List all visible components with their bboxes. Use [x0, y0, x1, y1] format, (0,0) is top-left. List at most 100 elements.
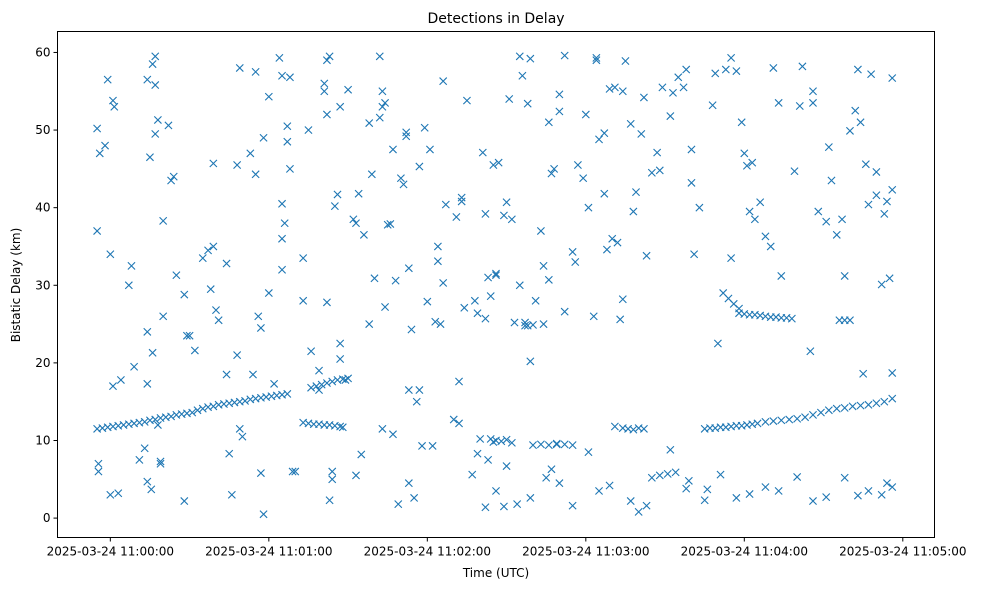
data-point: [140, 417, 149, 426]
data-point: [460, 303, 469, 312]
data-point: [315, 386, 324, 395]
data-point: [539, 320, 548, 329]
data-point: [259, 133, 268, 142]
data-point: [845, 126, 854, 135]
data-point: [856, 401, 865, 410]
data-point: [790, 167, 799, 176]
data-point: [124, 281, 133, 290]
data-point: [621, 57, 630, 65]
data-point: [222, 259, 231, 268]
data-point: [539, 261, 548, 270]
data-point: [492, 486, 500, 495]
data-point: [251, 170, 260, 179]
data-point: [204, 246, 213, 255]
data-point: [555, 107, 564, 116]
data-point: [600, 129, 609, 138]
data-point: [827, 176, 836, 185]
data-point: [151, 52, 160, 61]
data-point: [684, 476, 693, 485]
data-point: [280, 219, 289, 228]
data-point: [769, 417, 778, 426]
data-point: [94, 459, 103, 468]
data-point: [494, 158, 503, 167]
data-point: [824, 143, 833, 152]
data-point: [233, 351, 242, 360]
data-point: [106, 250, 115, 259]
data-point: [378, 87, 387, 96]
data-point: [410, 493, 419, 502]
data-point: [457, 197, 466, 206]
data-point: [462, 96, 471, 105]
data-point: [222, 370, 231, 379]
data-point: [264, 92, 273, 101]
data-point: [666, 445, 675, 454]
data-point: [713, 339, 722, 348]
data-point: [180, 290, 189, 299]
data-point: [153, 115, 162, 124]
data-point: [225, 449, 234, 458]
data-point: [299, 254, 308, 263]
data-point: [653, 148, 662, 157]
data-point: [671, 468, 680, 477]
data-point: [354, 189, 363, 198]
data-point: [515, 52, 524, 61]
data-point: [433, 242, 442, 251]
data-point: [808, 410, 817, 419]
data-point: [658, 83, 667, 92]
data-point: [439, 278, 448, 287]
data-point: [328, 475, 337, 484]
data-point: [235, 63, 244, 72]
data-point: [584, 448, 593, 457]
data-point: [433, 257, 442, 266]
data-point: [555, 479, 564, 488]
data-point: [742, 161, 751, 170]
data-point: [143, 75, 152, 84]
data-point: [639, 93, 648, 102]
data-point: [352, 219, 360, 228]
data-point: [872, 399, 881, 408]
data-point: [777, 416, 786, 425]
data-point: [381, 303, 390, 311]
data-point: [320, 87, 329, 96]
data-point: [750, 215, 759, 224]
data-point: [888, 74, 897, 83]
data-point: [774, 98, 783, 107]
data-point: [547, 465, 556, 474]
data-point: [320, 79, 329, 88]
y-axis-label: Bistatic Delay (km): [9, 228, 23, 343]
data-point: [824, 406, 833, 415]
data-point: [145, 153, 154, 162]
data-point: [864, 200, 873, 209]
data-point: [307, 383, 316, 392]
data-point: [832, 230, 841, 239]
data-point: [735, 304, 744, 313]
data-point: [457, 193, 466, 202]
data-point: [629, 207, 638, 216]
y-tick-label: 0: [43, 511, 51, 525]
data-point: [647, 168, 656, 177]
data-point: [737, 118, 746, 127]
data-point: [238, 432, 247, 441]
data-point: [613, 238, 622, 247]
data-point: [526, 357, 535, 366]
data-point: [425, 145, 434, 154]
data-point: [795, 102, 804, 110]
data-point: [291, 467, 300, 476]
data-point: [344, 374, 353, 383]
data-point: [481, 209, 490, 218]
data-point: [333, 190, 342, 199]
data-point: [256, 469, 265, 478]
data-point: [283, 137, 292, 146]
data-point: [143, 477, 152, 486]
data-point: [151, 415, 160, 424]
data-point: [639, 424, 648, 433]
data-point: [246, 149, 255, 158]
data-point: [861, 160, 870, 169]
data-point: [544, 118, 553, 127]
data-point: [188, 408, 197, 417]
data-point: [840, 271, 849, 280]
data-point: [156, 457, 165, 466]
data-point: [679, 83, 688, 92]
data-point: [336, 339, 345, 348]
data-point: [663, 469, 672, 478]
